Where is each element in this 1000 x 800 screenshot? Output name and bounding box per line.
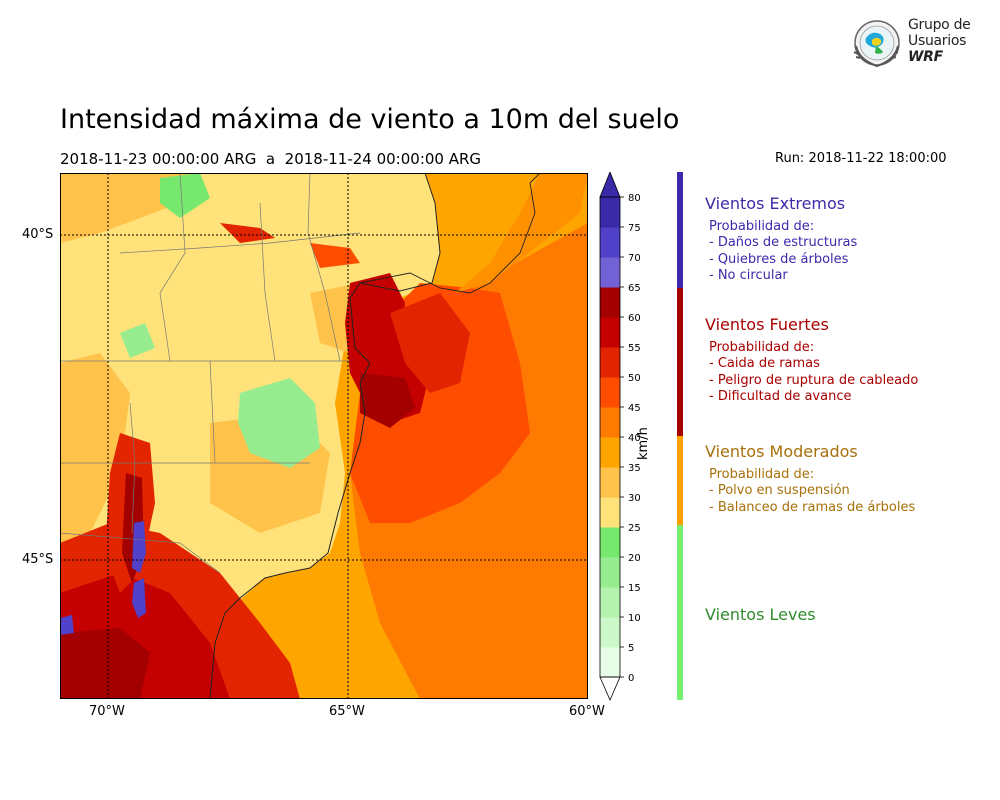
legend-moderados: Vientos Moderados Probabilidad de: - Pol… bbox=[705, 442, 916, 516]
lon-tick-60w: 60°W bbox=[569, 704, 605, 719]
run-time: Run: 2018-11-22 18:00:00 bbox=[775, 151, 947, 166]
colorbar-tick-label: 45 bbox=[628, 403, 641, 414]
colorbar-tick-label: 5 bbox=[628, 643, 634, 654]
colorbar-tick-label: 80 bbox=[628, 193, 641, 204]
colorbar-segment bbox=[600, 587, 620, 618]
legend-title: Vientos Fuertes bbox=[705, 315, 829, 334]
date-range: 2018-11-23 00:00:00 ARG a 2018-11-24 00:… bbox=[60, 150, 482, 168]
legend-fuertes: Vientos Fuertes Probabilidad de: - Caida… bbox=[705, 315, 919, 406]
colorbar-tick-label: 65 bbox=[628, 283, 641, 294]
colorbar-tick-label: 20 bbox=[628, 553, 641, 564]
colorbar-min-extension bbox=[599, 676, 621, 702]
colorbar-segment bbox=[600, 497, 620, 528]
legend-bar-moderados bbox=[677, 436, 683, 525]
globe-logo-icon bbox=[853, 20, 900, 68]
colorbar-segment bbox=[600, 527, 620, 558]
colorbar-segment bbox=[600, 557, 620, 588]
colorbar-tick-label: 40 bbox=[628, 433, 641, 444]
colorbar-segment bbox=[600, 437, 620, 468]
legend-item: - Daños de estructuras bbox=[709, 235, 858, 250]
legend-bar-fuertes bbox=[677, 288, 683, 436]
legend-heading: Probabilidad de: bbox=[709, 339, 815, 355]
colorbar-tick-label: 70 bbox=[628, 253, 641, 264]
colorbar-segment bbox=[600, 317, 620, 348]
legend-bar-leves bbox=[677, 525, 683, 700]
lon-tick-65w: 65°W bbox=[329, 704, 365, 719]
legend-item: - Dificultad de avance bbox=[709, 389, 852, 404]
colorbar-tick-label: 75 bbox=[628, 223, 641, 234]
colorbar-segment bbox=[600, 287, 620, 318]
lat-tick-45s: 45°S bbox=[22, 552, 54, 567]
colorbar-tick-label: 10 bbox=[628, 613, 641, 624]
colorbar-segment bbox=[600, 257, 620, 288]
colorbar-segment bbox=[600, 347, 620, 378]
colorbar-tick-label: 50 bbox=[628, 373, 641, 384]
legend-item: - Caida de ramas bbox=[709, 356, 820, 371]
legend-heading: Probabilidad de: bbox=[709, 466, 815, 482]
legend-title: Vientos Moderados bbox=[705, 442, 858, 461]
lon-tick-70w: 70°W bbox=[89, 704, 125, 719]
legend-leves: Vientos Leves bbox=[705, 605, 816, 630]
colorbar-tick-label: 30 bbox=[628, 493, 641, 504]
legend-item: - Peligro de ruptura de cableado bbox=[709, 372, 919, 388]
wrf-logo: Grupo de Usuarios WRF bbox=[848, 16, 978, 74]
colorbar-segment bbox=[600, 467, 620, 498]
colorbar-segment bbox=[600, 647, 620, 678]
logo-line-2: Usuarios bbox=[908, 33, 967, 49]
colorbar-segment bbox=[600, 227, 620, 258]
colorbar-tick-label: 55 bbox=[628, 343, 641, 354]
colorbar-unit-label: km/h bbox=[636, 427, 651, 460]
legend-item: - Polvo en suspensión bbox=[709, 483, 850, 498]
wind-map bbox=[60, 173, 588, 699]
colorbar-tick-label: 35 bbox=[628, 463, 641, 474]
colorbar-segment bbox=[600, 407, 620, 438]
colorbar-tick-label: 25 bbox=[628, 523, 641, 534]
legend-item: - Balanceo de ramas de árboles bbox=[709, 499, 916, 515]
colorbar: 0 5 10 15 20 25 30 35 40 45 50 55 60 65 70 75 80 bbox=[599, 172, 641, 702]
lat-tick-40s: 40°S bbox=[22, 227, 54, 242]
map-title: Intensidad máxima de viento a 10m del su… bbox=[60, 104, 680, 135]
colorbar-segment bbox=[600, 377, 620, 408]
legend-title: Vientos Leves bbox=[705, 605, 816, 624]
colorbar-max-extension bbox=[599, 172, 621, 198]
colorbar-tick-label: 60 bbox=[628, 313, 641, 324]
legend-extremos: Vientos Extremos Probabilidad de: - Daño… bbox=[705, 194, 858, 285]
legend-item: - Quiebres de árboles bbox=[709, 251, 849, 267]
legend-heading: Probabilidad de: bbox=[709, 218, 815, 234]
legend-title: Vientos Extremos bbox=[705, 194, 846, 213]
logo-line-1: Grupo de bbox=[908, 17, 971, 33]
colorbar-tick-label: 15 bbox=[628, 583, 641, 594]
logo-line-3: WRF bbox=[908, 49, 943, 65]
legend-bar-extremos bbox=[677, 172, 683, 288]
legend-item: - No circular bbox=[709, 268, 788, 283]
colorbar-segment bbox=[600, 197, 620, 228]
colorbar-segment bbox=[600, 617, 620, 648]
colorbar-tick-label: 0 bbox=[628, 673, 634, 684]
